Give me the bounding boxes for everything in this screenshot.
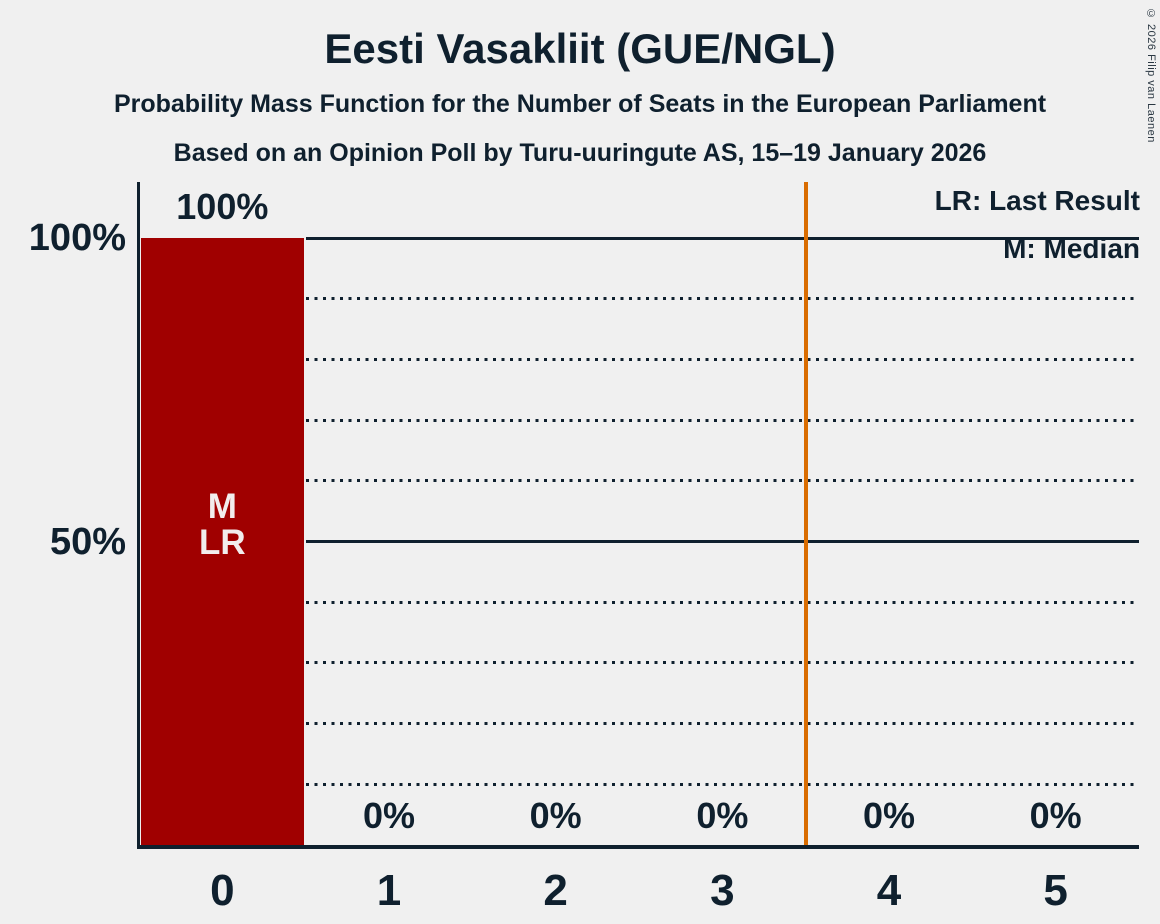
gridline-50pct [305, 540, 1139, 543]
x-tick-0: 0 [210, 866, 235, 915]
value-label-seats-3: 0% [696, 795, 749, 836]
chart-source-note: Based on an Opinion Poll by Turu-uuringu… [173, 139, 987, 167]
x-axis-line [137, 845, 1139, 849]
gridline-80pct [305, 357, 1139, 361]
legend-last-result: LR: Last Result [934, 185, 1140, 216]
value-label-seats-1: 0% [362, 795, 415, 836]
x-tick-3: 3 [710, 866, 735, 915]
y-axis-line [137, 182, 140, 849]
bar-annotation-seats-0: M LR [199, 487, 246, 562]
gridline-40pct [305, 600, 1139, 604]
bar-seats-0 [141, 238, 304, 845]
copyright-notice: © 2026 Filip van Laenen [1145, 8, 1157, 143]
gridline-10pct [305, 782, 1139, 786]
chart-subtitle: Probability Mass Function for the Number… [113, 90, 1047, 118]
gridline-20pct [305, 722, 1139, 726]
x-tick-5: 5 [1043, 866, 1068, 915]
gridline-70pct [305, 418, 1139, 422]
reference-line [803, 182, 808, 845]
value-label-seats-2: 0% [529, 795, 582, 836]
chart-title: Eesti Vasakliit (GUE/NGL) [324, 25, 836, 72]
x-tick-2: 2 [543, 866, 568, 915]
value-label-seats-5: 0% [1029, 795, 1082, 836]
y-tick-100pct: 100% [28, 217, 126, 259]
gridline-60pct [305, 479, 1139, 483]
gridline-100pct [305, 236, 1139, 240]
gridline-90pct [305, 297, 1139, 301]
value-label-seats-4: 0% [862, 795, 915, 836]
y-tick-50pct: 50% [49, 520, 126, 563]
gridline-30pct [305, 661, 1139, 665]
legend-median: M: Median [1003, 233, 1140, 264]
x-tick-4: 4 [876, 866, 902, 915]
x-tick-1: 1 [376, 866, 402, 915]
value-label-seats-0: 100% [176, 186, 269, 227]
